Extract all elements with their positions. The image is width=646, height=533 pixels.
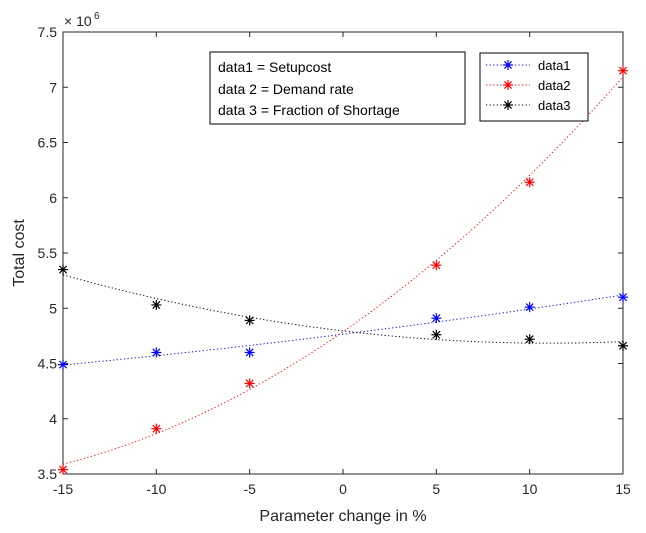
data-point-data2 — [244, 378, 255, 389]
legend-frame — [479, 52, 589, 122]
y-tick-label: 5 — [49, 300, 57, 316]
annotation-line-3: data 3 = Fraction of Shortage — [218, 102, 400, 118]
y-tick-label: 5.5 — [38, 245, 58, 261]
data-point-data1 — [58, 359, 68, 370]
y-axis-ticks: 3.5 4 4.5 5 5.5 6 6.5 7 7.5 — [38, 24, 623, 482]
y-tick-label: 7.5 — [38, 24, 58, 40]
data-point-data1 — [618, 292, 628, 303]
x-axis-label: Parameter change in % — [259, 508, 426, 525]
y-tick-label: 4.5 — [38, 356, 58, 372]
annotation-frame — [209, 51, 466, 125]
legend-item-data1: data1 — [486, 58, 571, 73]
y-tick-label: 6.5 — [38, 135, 58, 151]
data-point-data2 — [58, 464, 68, 475]
y-multiplier-base: × 10 — [64, 13, 92, 29]
legend-label: data3 — [538, 98, 571, 113]
y-multiplier-exponent: 6 — [94, 11, 100, 22]
data-point-data1 — [151, 347, 162, 358]
data-point-data1 — [431, 313, 442, 324]
data-point-data2 — [431, 260, 442, 271]
y-tick-label: 4 — [49, 411, 57, 427]
data-point-data2 — [151, 423, 162, 434]
legend-label: data2 — [538, 78, 571, 93]
data-point-data1 — [524, 302, 535, 313]
legend: data1 data2 data3 — [479, 52, 589, 122]
series-data1 — [58, 292, 628, 370]
y-tick-label: 3.5 — [38, 466, 58, 482]
data-point-data3 — [244, 315, 255, 326]
series-layer — [58, 65, 628, 475]
y-tick-label: 7 — [49, 79, 57, 95]
data-point-data3 — [151, 299, 162, 310]
data-point-data3 — [524, 334, 535, 345]
x-tick-label: 5 — [432, 481, 440, 497]
series-data3 — [58, 264, 628, 351]
data-point-data2 — [524, 177, 535, 188]
x-tick-label: 15 — [615, 481, 631, 497]
x-tick-label: -15 — [53, 481, 73, 497]
x-tick-label: 0 — [339, 481, 347, 497]
legend-marker — [503, 80, 513, 90]
data-point-data3 — [58, 264, 68, 275]
data-point-data3 — [618, 340, 628, 351]
y-axis-label: Total cost — [11, 219, 28, 287]
legend-item-data2: data2 — [486, 78, 571, 93]
annotation-box: data1 = Setupcost data 2 = Demand rate d… — [209, 51, 466, 125]
series-data2 — [58, 65, 628, 475]
y-multiplier: × 10 6 — [64, 11, 100, 29]
legend-label: data1 — [538, 58, 571, 73]
data-point-data2 — [618, 65, 628, 76]
data-point-data1 — [244, 347, 255, 358]
annotation-line-1: data1 = Setupcost — [218, 59, 331, 75]
legend-marker — [503, 100, 513, 110]
legend-item-data3: data3 — [486, 98, 571, 113]
data-point-data3 — [431, 329, 442, 340]
annotation-line-2: data 2 = Demand rate — [218, 81, 354, 97]
x-tick-label: -10 — [146, 481, 166, 497]
x-axis-ticks: -15 -10 -5 0 5 10 15 — [53, 32, 631, 497]
y-tick-label: 6 — [49, 190, 57, 206]
x-tick-label: -5 — [243, 481, 256, 497]
x-tick-label: 10 — [522, 481, 538, 497]
legend-marker — [503, 60, 513, 70]
